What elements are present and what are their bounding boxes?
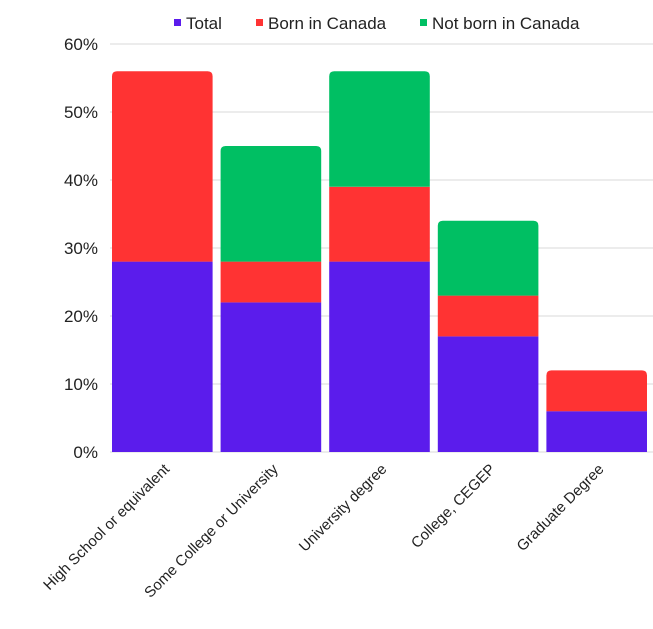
legend-swatch [174,19,181,26]
bar-total [329,261,430,452]
bar-total [112,261,213,452]
bar-total [546,411,647,452]
legend-swatch [256,19,263,26]
bar-born-in-canada [220,261,322,303]
y-tick-label: 10% [64,375,98,394]
y-tick-label: 50% [64,103,98,122]
y-axis-ticks: 0% 10% 20% 30% 40% 50% 60% [64,35,98,462]
bar-total [437,336,539,452]
x-category-label: University degree [296,461,391,556]
y-tick-label: 20% [64,307,98,326]
bar-not-born-in-canada [437,220,539,296]
x-category-label: College, CEGEP [408,461,499,552]
legend-label: Born in Canada [268,14,387,33]
x-category-label: High School or equivalent [40,460,173,593]
bar-not-born-in-canada [220,146,322,262]
bar-born-in-canada [437,295,539,337]
y-tick-label: 30% [64,239,98,258]
legend: Total Born in Canada Not born in Canada [174,14,580,33]
y-tick-label: 0% [73,443,98,462]
legend-swatch [420,19,427,26]
bar-born-in-canada [329,186,430,262]
legend-label: Not born in Canada [432,14,580,33]
bar-not-born-in-canada [329,71,430,187]
legend-label: Total [186,14,222,33]
x-category-label: Graduate Degree [514,461,608,555]
bar-total [220,302,322,452]
y-tick-label: 40% [64,171,98,190]
bar-born-in-canada [546,370,647,412]
bar-born-in-canada [112,71,213,262]
bars [112,71,647,452]
y-tick-label: 60% [64,35,98,54]
